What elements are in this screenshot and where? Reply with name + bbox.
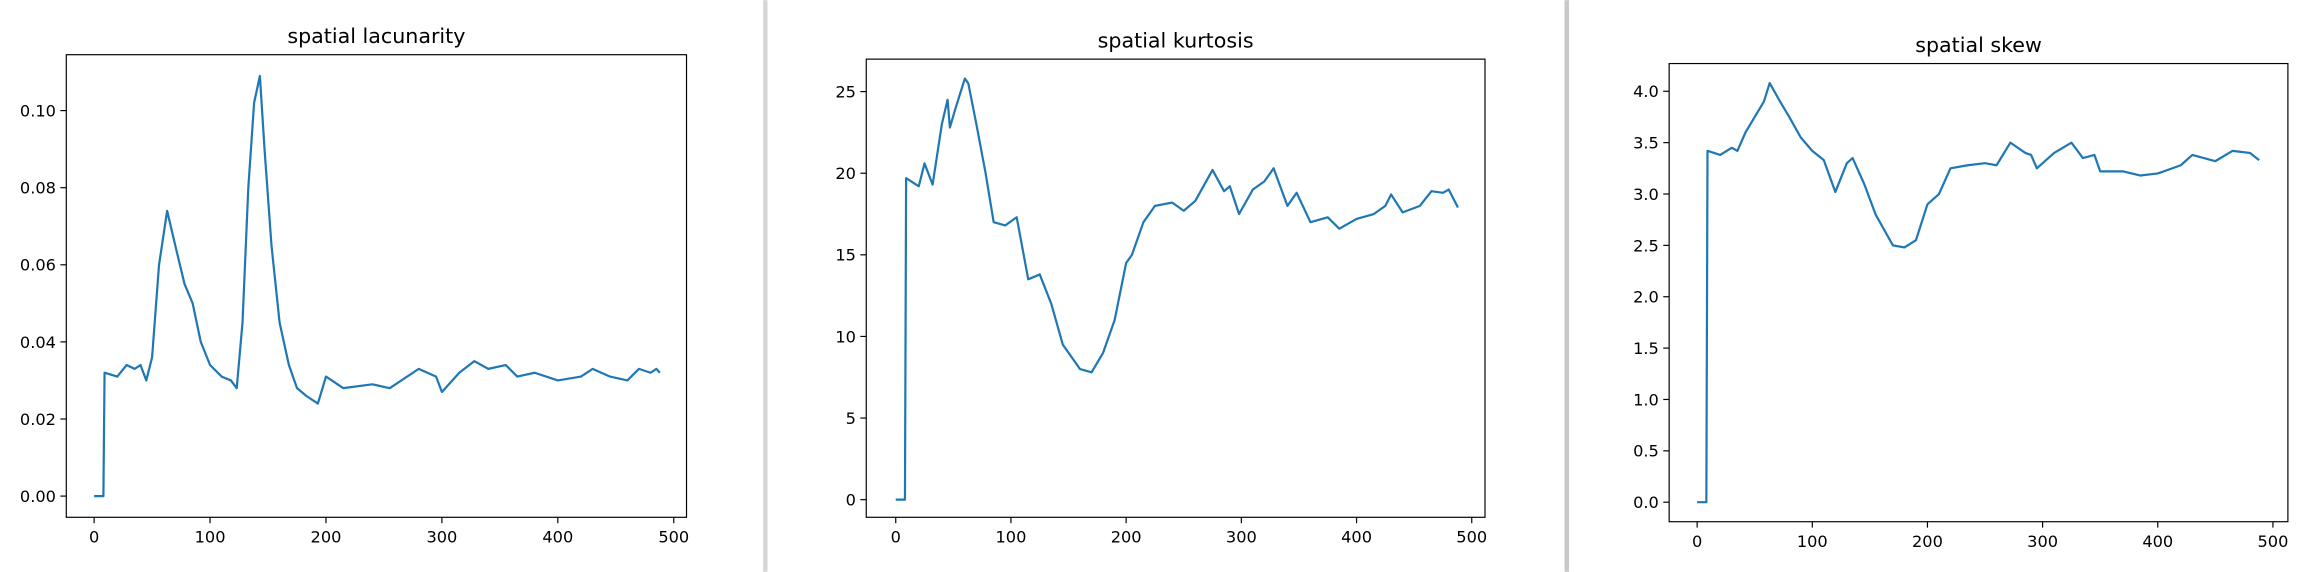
y-tick-label: 0.5 bbox=[1633, 442, 1659, 461]
y-tick-label: 0.02 bbox=[20, 410, 56, 429]
x-tick-label: 0 bbox=[891, 527, 901, 546]
x-tick-label: 500 bbox=[658, 527, 689, 546]
x-tick-label: 0 bbox=[1692, 532, 1702, 551]
x-tick-label: 100 bbox=[995, 527, 1026, 546]
plot-frame bbox=[1668, 62, 2289, 523]
chart-title: spatial skew bbox=[1915, 33, 2042, 57]
y-tick-label: 0.10 bbox=[20, 101, 56, 120]
y-tick-label: 3.5 bbox=[1633, 134, 1659, 153]
x-tick-label: 100 bbox=[195, 527, 226, 546]
plot-frame bbox=[65, 54, 688, 518]
y-tick-label: 4.0 bbox=[1633, 82, 1659, 101]
x-tick-label: 500 bbox=[1456, 527, 1487, 546]
y-tick-label: 20 bbox=[835, 164, 856, 183]
chart-title: spatial kurtosis bbox=[1098, 28, 1254, 52]
y-tick-label: 0.08 bbox=[20, 179, 56, 198]
y-tick-label: 3.0 bbox=[1633, 185, 1659, 204]
x-tick-label: 200 bbox=[1111, 527, 1142, 546]
x-tick-label: 200 bbox=[311, 527, 342, 546]
y-tick-label: 2.0 bbox=[1633, 288, 1659, 307]
x-tick-label: 500 bbox=[2257, 532, 2288, 551]
y-tick-label: 1.5 bbox=[1633, 339, 1659, 358]
x-tick-label: 300 bbox=[1226, 527, 1257, 546]
data-line bbox=[1697, 81, 2260, 504]
data-line bbox=[94, 74, 661, 498]
y-tick-label: 0 bbox=[846, 491, 856, 510]
y-tick-label: 15 bbox=[835, 246, 856, 265]
y-tick-label: 2.5 bbox=[1633, 236, 1659, 255]
data-line bbox=[895, 77, 1459, 501]
panel-divider bbox=[763, 0, 768, 572]
x-tick-label: 400 bbox=[1341, 527, 1372, 546]
x-tick-label: 100 bbox=[1797, 532, 1828, 551]
x-tick-label: 400 bbox=[2142, 532, 2173, 551]
x-tick-label: 400 bbox=[542, 527, 573, 546]
y-tick-label: 0.0 bbox=[1633, 493, 1659, 512]
y-tick-label: 0.00 bbox=[20, 487, 56, 506]
x-tick-label: 300 bbox=[426, 527, 457, 546]
x-tick-label: 300 bbox=[2027, 532, 2058, 551]
y-tick-label: 0.06 bbox=[20, 256, 56, 275]
chart-title: spatial lacunarity bbox=[287, 24, 465, 48]
panel-divider bbox=[1564, 0, 1569, 572]
plot-frame bbox=[865, 58, 1486, 518]
y-tick-label: 25 bbox=[835, 82, 856, 101]
y-tick-label: 1.0 bbox=[1633, 390, 1659, 409]
x-tick-label: 0 bbox=[89, 527, 99, 546]
x-tick-label: 200 bbox=[1912, 532, 1943, 551]
y-tick-label: 10 bbox=[835, 327, 856, 346]
y-tick-label: 0.04 bbox=[20, 333, 56, 352]
y-tick-label: 5 bbox=[846, 409, 856, 428]
